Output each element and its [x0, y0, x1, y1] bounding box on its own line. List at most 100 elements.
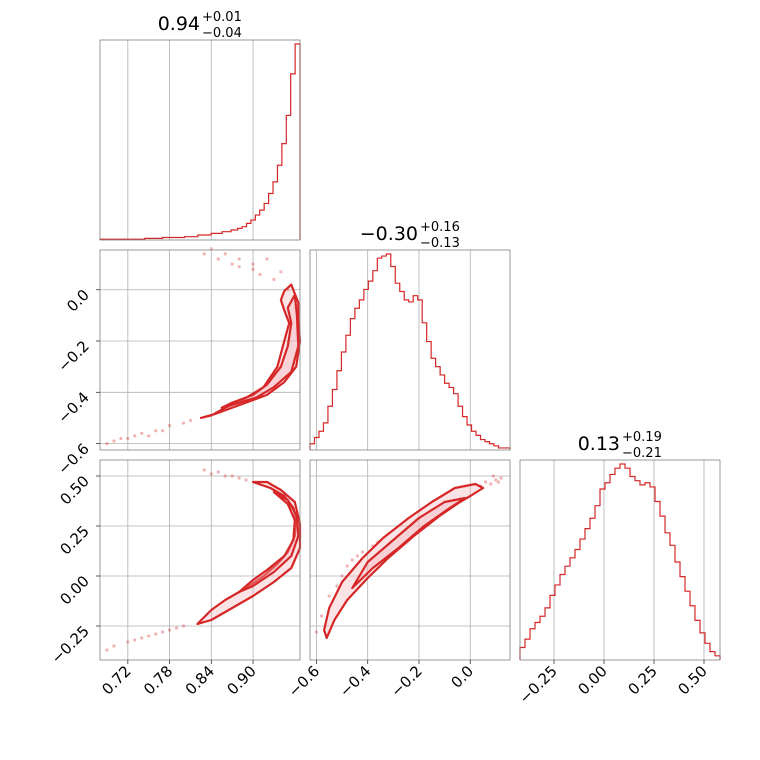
sample-point [105, 441, 109, 446]
sample-point [223, 474, 227, 478]
sample-point [230, 474, 234, 478]
sample-point [484, 480, 488, 484]
sample-point [244, 478, 248, 482]
x-tick-label: 0.78 [140, 662, 176, 698]
title-p2-lower: −0.21 [622, 446, 662, 461]
title-p0-upper: +0.01 [202, 10, 242, 25]
x-tick-labels-p0: 0.72 0.78 0.84 0.90 [98, 660, 260, 698]
x-tick-label: 0.00 [574, 662, 610, 698]
sample-point [181, 624, 186, 628]
axes-frame [309, 459, 511, 661]
panel-hist-p1: −0.30 +0.16 −0.13 [309, 220, 511, 451]
sample-point [489, 482, 493, 486]
x-tick-label: 0.50 [674, 662, 710, 698]
y-tick-labels-p1: −0.6 −0.4 −0.2 0.0 [54, 286, 100, 478]
sample-point [223, 252, 227, 256]
sample-point [258, 272, 262, 276]
sample-point [272, 277, 276, 282]
sample-point [279, 270, 283, 274]
sample-point [147, 434, 151, 438]
panel-contour-p1-p2: −0.6 −0.4 −0.2 0.0 [285, 459, 511, 701]
sample-point [327, 594, 331, 598]
sample-point [251, 262, 255, 266]
x-tick-label: 0.25 [624, 662, 660, 698]
axes-frame [99, 459, 301, 661]
sample-point [494, 478, 498, 482]
sample-point [202, 252, 206, 256]
y-tick-label: −0.25 [48, 622, 93, 667]
contour-level-1 [196, 480, 302, 626]
contour-level-2 [351, 496, 467, 590]
grid-lines [127, 40, 254, 240]
panel-contour-p0-p2: −0.25 0.00 0.25 0.50 0.72 0.78 0.84 0.90 [48, 459, 302, 698]
x-tick-label: −0.2 [387, 662, 425, 700]
contour-p0-p1 [105, 247, 302, 446]
contour-p1-p2 [314, 474, 503, 640]
panel-contour-p0-p1: −0.6 −0.4 −0.2 0.0 [54, 247, 302, 478]
sample-point [491, 474, 495, 478]
sample-point [112, 644, 116, 648]
sample-point [340, 574, 344, 578]
sample-point [499, 476, 503, 480]
axes-frame [99, 249, 301, 451]
y-tick-label: −0.4 [54, 388, 92, 426]
y-tick-label: −0.2 [54, 337, 92, 375]
title-p1-value: −0.30 [360, 223, 418, 245]
sample-point [167, 424, 172, 428]
y-tick-labels-p2: −0.25 0.00 0.25 0.50 [48, 472, 100, 667]
title-p1-upper: +0.16 [420, 220, 460, 235]
sample-point [154, 429, 158, 433]
title-p1-lower: −0.13 [420, 236, 460, 251]
panel-hist-p0: 0.94 +0.01 −0.04 [99, 10, 301, 241]
sample-point [251, 267, 255, 271]
sample-point [167, 628, 172, 632]
histogram-p1 [309, 253, 511, 450]
x-tick-label: 0.90 [224, 662, 260, 698]
sample-point [147, 634, 151, 638]
histogram-step-line [519, 463, 721, 660]
axes-frame [519, 459, 721, 661]
grid-lines [316, 250, 471, 450]
x-tick-label: −0.4 [336, 662, 374, 700]
x-tick-labels-p2: −0.25 0.00 0.25 0.50 [516, 660, 711, 707]
sample-point [202, 468, 206, 472]
sample-point [126, 640, 130, 644]
sample-point [209, 247, 213, 251]
sample-point [265, 257, 269, 261]
sample-point [126, 436, 130, 441]
sample-point [174, 626, 179, 630]
sample-point [209, 472, 213, 476]
sample-point [181, 421, 186, 425]
y-tick-label: −0.6 [54, 440, 92, 478]
panel-hist-p2: 0.13 +0.19 −0.21 −0.25 0.00 0.25 0.50 [516, 430, 721, 707]
sample-point [345, 564, 349, 568]
sample-point [161, 630, 165, 634]
title-p2-upper: +0.19 [622, 430, 662, 445]
axes-frame [99, 39, 301, 241]
sample-point [105, 648, 109, 652]
sample-point [314, 630, 319, 634]
sample-point [161, 429, 165, 433]
sample-point [140, 431, 144, 435]
axes-frame [309, 249, 511, 451]
x-tick-label: −0.6 [285, 662, 323, 700]
contour-level-1 [323, 482, 485, 640]
sample-point [350, 558, 354, 562]
sample-point [216, 470, 220, 474]
sample-point [237, 476, 241, 480]
contour-level-2 [238, 490, 300, 594]
x-tick-label: 0.84 [182, 662, 218, 698]
sample-point [140, 636, 144, 640]
grid-lines [310, 460, 510, 660]
histogram-step-line [99, 43, 301, 240]
x-tick-label: 0.72 [98, 662, 134, 698]
grid-lines [553, 460, 705, 660]
grid-lines [100, 250, 300, 450]
sample-point [355, 554, 360, 558]
sample-point [335, 584, 339, 588]
y-tick-label: 0.25 [56, 522, 92, 558]
x-tick-labels-p1: −0.6 −0.4 −0.2 0.0 [285, 660, 477, 701]
y-tick-label: 0.0 [63, 286, 93, 316]
title-p0-value: 0.94 [158, 13, 200, 35]
